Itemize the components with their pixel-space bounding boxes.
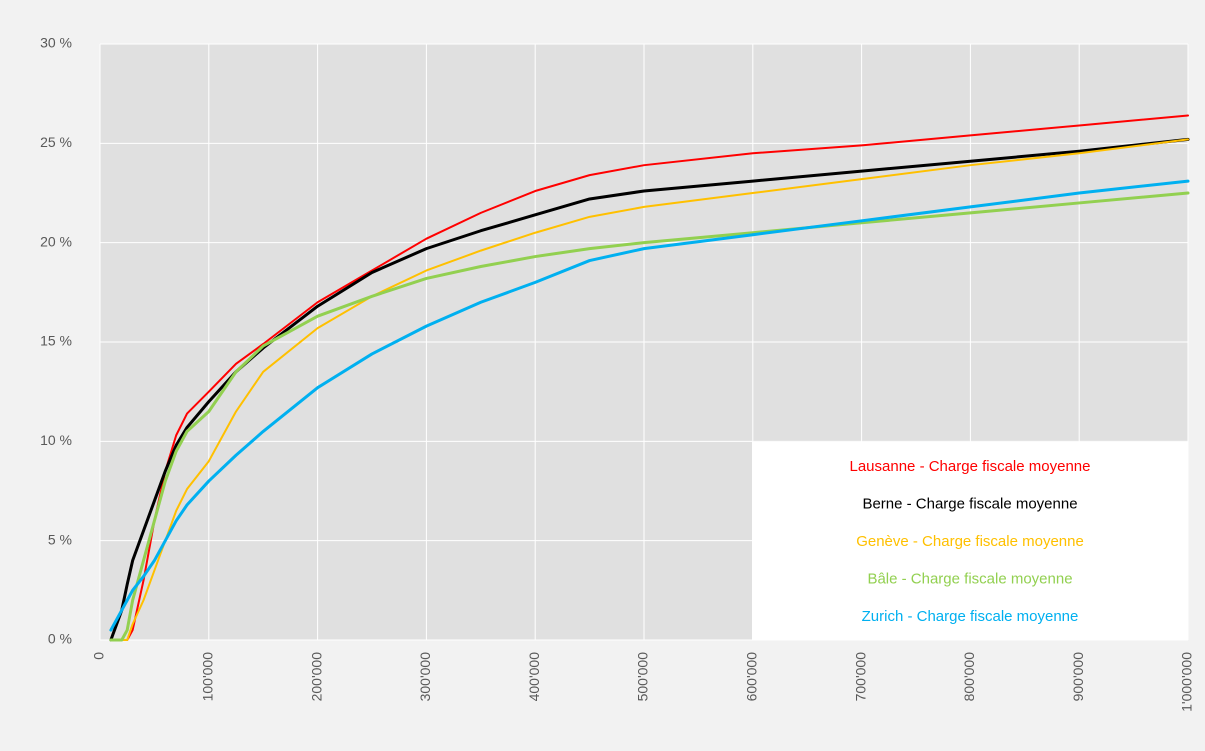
y-tick-label: 0 % (48, 631, 72, 647)
y-tick-label: 5 % (48, 531, 72, 547)
x-tick-label: 1'000'000 (1179, 652, 1195, 712)
x-tick-label: 200'000 (308, 652, 324, 702)
x-tick-label: 700'000 (852, 652, 868, 702)
legend-label: Genève - Charge fiscale moyenne (856, 533, 1084, 550)
line-series (109, 137, 1190, 642)
line-series (109, 179, 1190, 632)
line-series (120, 138, 1189, 641)
x-tick-label: 300'000 (417, 652, 433, 702)
x-tick-label: 400'000 (526, 652, 542, 702)
y-tick-label: 15 % (40, 333, 72, 349)
y-tick-label: 30 % (40, 35, 72, 51)
legend-label: Zurich - Charge fiscale moyenne (862, 608, 1079, 625)
y-tick-label: 20 % (40, 233, 72, 249)
line-series (120, 114, 1189, 641)
y-tick-label: 25 % (40, 134, 72, 150)
legend-label: Bâle - Charge fiscale moyenne (867, 570, 1072, 587)
y-tick-label: 10 % (40, 432, 72, 448)
x-tick-label: 100'000 (200, 652, 216, 702)
legend-box (752, 442, 1188, 640)
x-tick-label: 500'000 (635, 652, 651, 702)
x-tick-label: 900'000 (1070, 652, 1086, 702)
x-tick-label: 600'000 (744, 652, 760, 702)
legend-label: Berne - Charge fiscale moyenne (862, 495, 1077, 512)
x-tick-label: 800'000 (961, 652, 977, 702)
legend-label: Lausanne - Charge fiscale moyenne (850, 458, 1091, 475)
x-tick-label: 0 (91, 652, 107, 660)
